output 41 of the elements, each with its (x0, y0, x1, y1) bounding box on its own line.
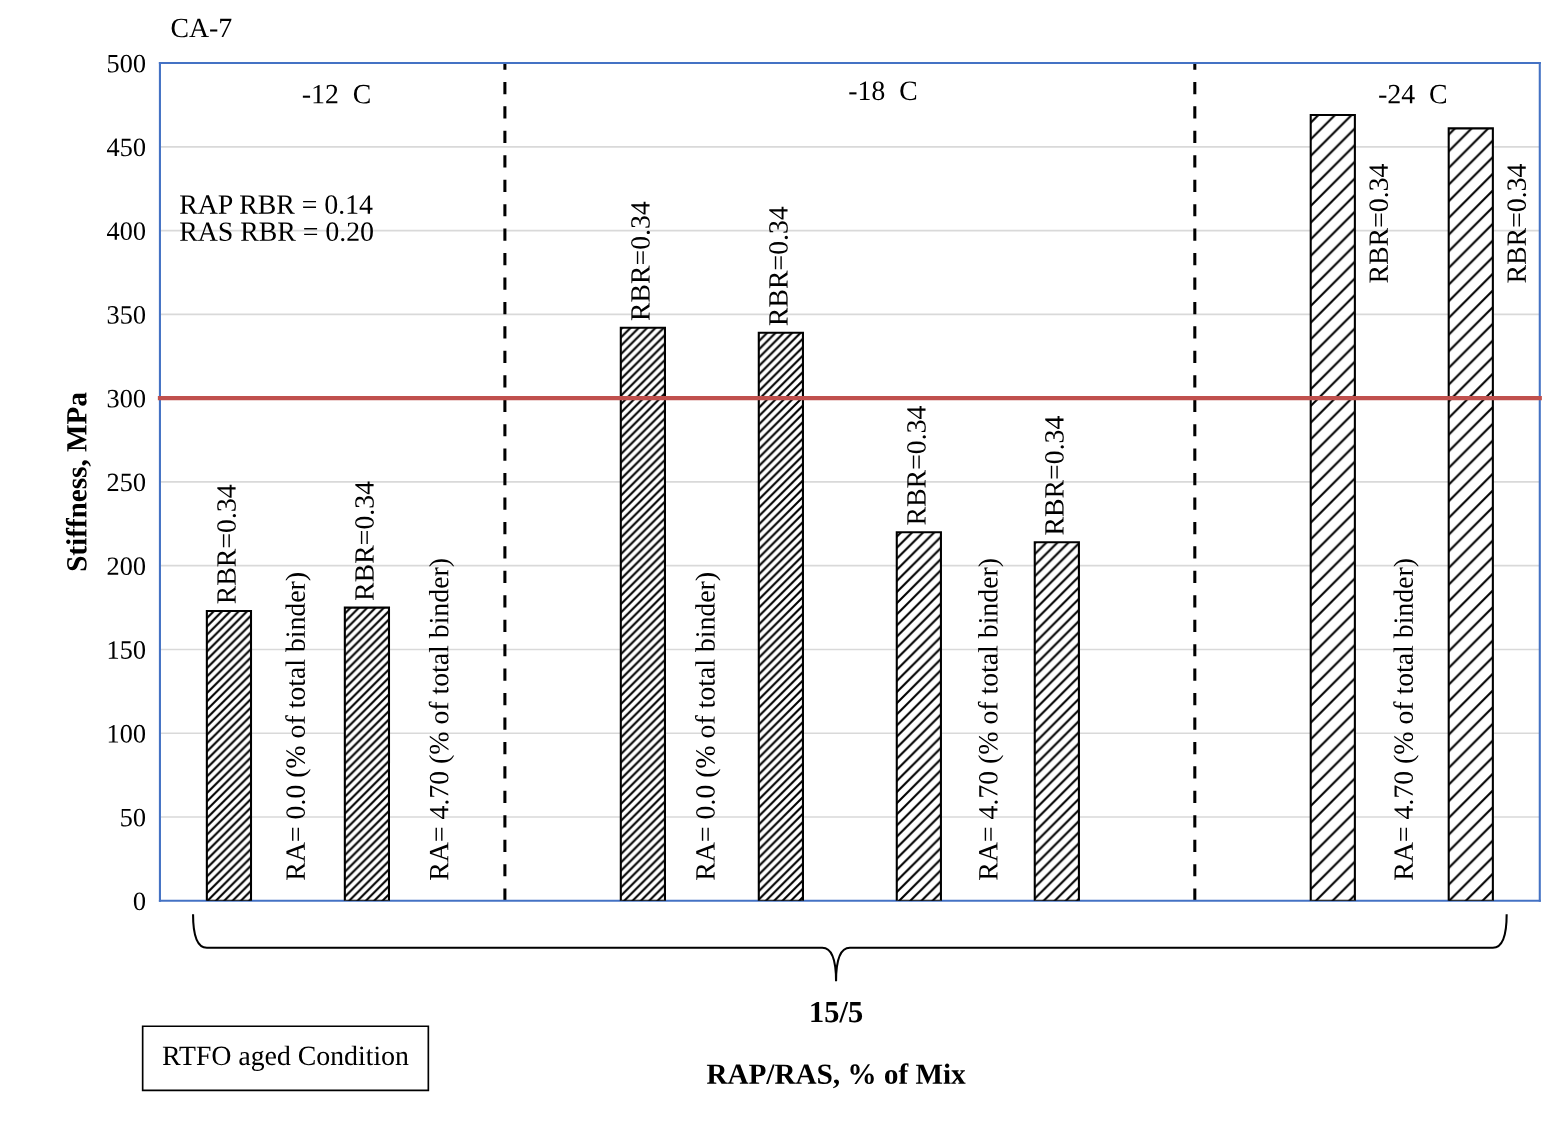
annotation: -12 C (302, 84, 370, 104)
y-axis-title: Stiffness, MPa (65, 392, 91, 571)
bar (1033, 541, 1080, 901)
annotation: RBR=0.34 (1045, 416, 1064, 535)
bar (895, 531, 942, 901)
text: RTFO aged Condition (162, 1045, 409, 1071)
bar (757, 331, 804, 901)
y-tick-label: 250 (107, 473, 146, 492)
annotation: RBR=0.34 (1369, 164, 1389, 283)
annotation: RA= 0.0 (% of total binder) (695, 573, 721, 880)
y-tick-label: 300 (107, 389, 146, 408)
annotation: RBR=0.34 (217, 484, 236, 604)
bar (1447, 127, 1494, 901)
annotation: RA= 4.70 (% of total binder) (977, 559, 1004, 880)
annotation: RBR=0.34 (907, 406, 926, 525)
bar (1309, 113, 1356, 901)
y-tick-label: 50 (121, 808, 146, 827)
annotation: RA= 4.70 (% of total binder) (428, 559, 455, 880)
annotation: RBR=0.34 (769, 206, 788, 326)
annotation: -24 C (1379, 84, 1447, 104)
bar (205, 609, 253, 901)
y-tick-label: 150 (108, 641, 146, 659)
bar (343, 606, 391, 901)
text: RAP/RAS, % of Mix (706, 1063, 966, 1089)
annotation: RBR=0.34 (631, 201, 650, 321)
text: 15/5 (811, 1001, 863, 1023)
y-tick-label: 200 (107, 557, 146, 576)
text: CA-7 (171, 18, 232, 38)
bar (619, 326, 666, 901)
annotation: RAP RBR = 0.14 RAS RBR = 0.20 (180, 195, 373, 242)
y-tick-label: 500 (108, 54, 146, 73)
y-tick-label: 0 (133, 892, 146, 911)
annotation: -18 C (849, 81, 917, 101)
annotation: RA= 4.70 (% of total binder) (1393, 559, 1419, 880)
annotation: RBR=0.34 (1507, 164, 1527, 283)
annotation: RBR=0.34 (355, 481, 374, 601)
annotation: RA= 0.0 (% of total binder) (285, 573, 311, 880)
y-tick-label: 350 (107, 305, 146, 324)
y-tick-label: 450 (106, 138, 146, 157)
y-tick-label: 100 (108, 724, 146, 743)
y-tick-label: 400 (106, 222, 146, 241)
